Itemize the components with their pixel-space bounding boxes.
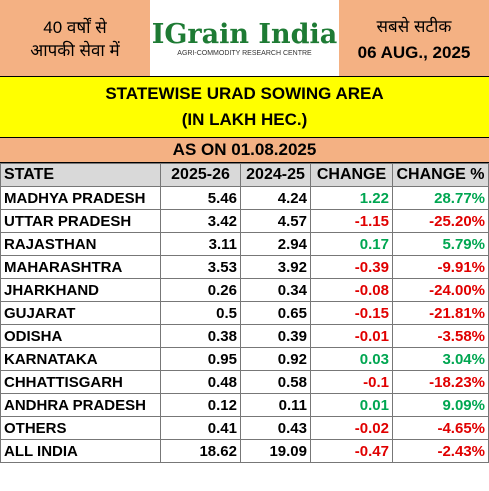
cell: ANDHRA PRADESH: [0, 393, 161, 417]
cell: -1.15: [310, 209, 393, 233]
cell: -0.47: [310, 439, 393, 463]
cell: 3.53: [160, 255, 241, 279]
title-line: (IN LAKH HEC.): [181, 110, 308, 129]
cell: RAJASTHAN: [0, 232, 161, 256]
cell: ODISHA: [0, 324, 161, 348]
right-line: सबसे सटीक: [376, 16, 452, 36]
cell: 9.09%: [392, 393, 489, 417]
cell: KARNATAKA: [0, 347, 161, 371]
cell: 0.34: [240, 278, 311, 302]
cell: 0.26: [160, 278, 241, 302]
row: ODISHA 0.38 0.39 -0.01 -3.58%: [0, 324, 489, 348]
row: MADHYA PRADESH 5.46 4.24 1.22 28.77%: [0, 186, 489, 210]
column-header: CHANGE: [310, 163, 393, 187]
left-line: 40 वर्षों से: [43, 18, 107, 37]
cell: JHARKHAND: [0, 278, 161, 302]
cell: 18.62: [160, 439, 241, 463]
header: 40 वर्षों से आपकी सेवा में IGrain India …: [0, 0, 489, 77]
cell: 0.92: [240, 347, 311, 371]
cell: -25.20%: [392, 209, 489, 233]
cell: -0.1: [310, 370, 393, 394]
cell: 0.5: [160, 301, 241, 325]
cell: -2.43%: [392, 439, 489, 463]
logo: IGrain India: [151, 19, 338, 50]
cell: 19.09: [240, 439, 311, 463]
cell: 0.38: [160, 324, 241, 348]
cell: -0.15: [310, 301, 393, 325]
cell: 0.11: [240, 393, 311, 417]
cell: 0.65: [240, 301, 311, 325]
row: MAHARASHTRA 3.53 3.92 -0.39 -9.91%: [0, 255, 489, 279]
cell: 3.04%: [392, 347, 489, 371]
column-header: 2025-26: [160, 163, 241, 187]
column-header: STATE: [0, 163, 161, 187]
row: ANDHRA PRADESH 0.12 0.11 0.01 9.09%: [0, 393, 489, 417]
cell: 2.94: [240, 232, 311, 256]
cell: 3.11: [160, 232, 241, 256]
logo-box: IGrain India AGRI-COMMODITY RESEARCH CEN…: [150, 0, 339, 76]
cell: -0.02: [310, 416, 393, 440]
cell: ALL INDIA: [0, 439, 161, 463]
date: 06 AUG., 2025: [357, 42, 471, 62]
cell: 0.48: [160, 370, 241, 394]
subtitle: AS ON 01.08.2025: [0, 138, 489, 163]
cell: 28.77%: [392, 186, 489, 210]
row: ALL INDIA 18.62 19.09 -0.47 -2.43%: [0, 439, 489, 463]
cell: -24.00%: [392, 278, 489, 302]
cell: 3.42: [160, 209, 241, 233]
cell: 0.95: [160, 347, 241, 371]
cell: -9.91%: [392, 255, 489, 279]
title: STATEWISE URAD SOWING AREA (IN LAKH HEC.…: [0, 77, 489, 138]
cell: 0.17: [310, 232, 393, 256]
cell: MADHYA PRADESH: [0, 186, 161, 210]
cell: 0.01: [310, 393, 393, 417]
cell: -0.08: [310, 278, 393, 302]
right-box: सबसे सटीक 06 AUG., 2025: [339, 0, 489, 76]
cell: -3.58%: [392, 324, 489, 348]
row: CHHATTISGARH 0.48 0.58 -0.1 -18.23%: [0, 370, 489, 394]
cell: 0.58: [240, 370, 311, 394]
cell: 0.43: [240, 416, 311, 440]
cell: 5.46: [160, 186, 241, 210]
cell: -0.39: [310, 255, 393, 279]
header-row: STATE 2025-26 2024-25 CHANGE CHANGE %: [0, 163, 489, 187]
cell: -21.81%: [392, 301, 489, 325]
title-line: STATEWISE URAD SOWING AREA: [105, 84, 384, 103]
cell: CHHATTISGARH: [0, 370, 161, 394]
cell: -0.01: [310, 324, 393, 348]
table: STATE 2025-26 2024-25 CHANGE CHANGE % MADHYA …: [0, 163, 489, 463]
cell: -4.65%: [392, 416, 489, 440]
row: KARNATAKA 0.95 0.92 0.03 3.04%: [0, 347, 489, 371]
cell: 0.12: [160, 393, 241, 417]
left-box: 40 वर्षों से आपकी सेवा में: [0, 0, 150, 76]
cell: MAHARASHTRA: [0, 255, 161, 279]
cell: 0.41: [160, 416, 241, 440]
cell: UTTAR PRADESH: [0, 209, 161, 233]
cell: GUJARAT: [0, 301, 161, 325]
row: GUJARAT 0.5 0.65 -0.15 -21.81%: [0, 301, 489, 325]
row: JHARKHAND 0.26 0.34 -0.08 -24.00%: [0, 278, 489, 302]
row: RAJASTHAN 3.11 2.94 0.17 5.79%: [0, 232, 489, 256]
row: UTTAR PRADESH 3.42 4.57 -1.15 -25.20%: [0, 209, 489, 233]
cell: 4.57: [240, 209, 311, 233]
cell: OTHERS: [0, 416, 161, 440]
column-header: 2024-25: [240, 163, 311, 187]
cell: 4.24: [240, 186, 311, 210]
left-line: आपकी सेवा में: [30, 41, 120, 60]
cell: 3.92: [240, 255, 311, 279]
cell: 5.79%: [392, 232, 489, 256]
column-header: CHANGE %: [392, 163, 489, 187]
tagline: AGRI-COMMODITY RESEARCH CENTRE: [177, 50, 312, 57]
cell: 0.39: [240, 324, 311, 348]
cell: 1.22: [310, 186, 393, 210]
cell: 0.03: [310, 347, 393, 371]
row: OTHERS 0.41 0.43 -0.02 -4.65%: [0, 416, 489, 440]
cell: -18.23%: [392, 370, 489, 394]
